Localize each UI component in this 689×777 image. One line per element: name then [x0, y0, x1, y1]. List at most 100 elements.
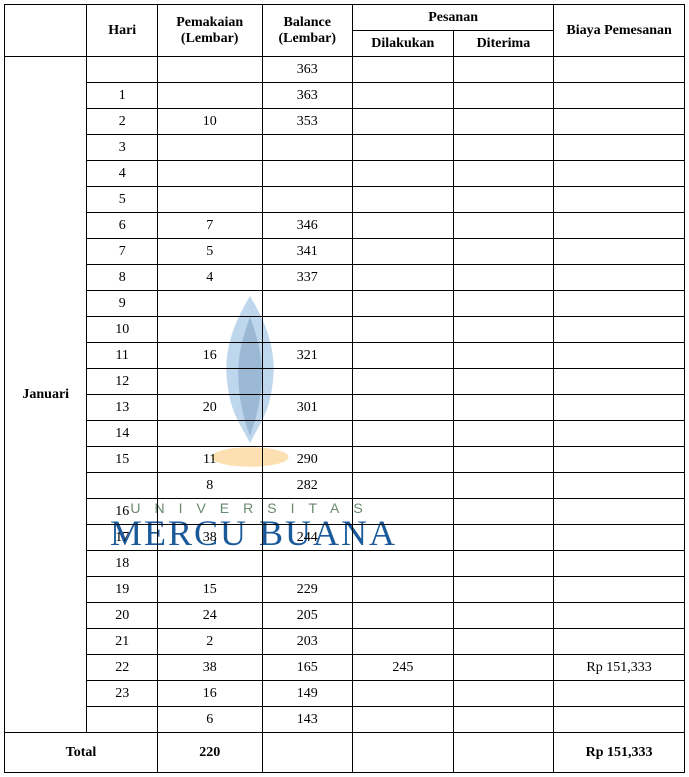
cell-hari: 1 — [87, 83, 157, 109]
cell-biaya — [554, 109, 685, 135]
cell-dilakukan — [353, 707, 454, 733]
cell-pemakaian: 2 — [157, 629, 262, 655]
cell-biaya — [554, 83, 685, 109]
cell-hari: 11 — [87, 343, 157, 369]
cell-pemakaian — [157, 421, 262, 447]
header-biaya: Biaya Pemesanan — [554, 5, 685, 57]
cell-dilakukan — [353, 213, 454, 239]
cell-dilakukan — [353, 395, 454, 421]
cell-biaya — [554, 369, 685, 395]
cell-pemakaian — [157, 135, 262, 161]
cell-hari: 16 — [87, 499, 157, 525]
cell-biaya — [554, 265, 685, 291]
cell-pemakaian: 10 — [157, 109, 262, 135]
cell-hari: 5 — [87, 187, 157, 213]
table-row: 3 — [5, 135, 685, 161]
cell-biaya — [554, 499, 685, 525]
cell-dilakukan — [353, 109, 454, 135]
cell-dilakukan — [353, 421, 454, 447]
cell-dilakukan — [353, 681, 454, 707]
cell-balance: 229 — [262, 577, 353, 603]
cell-pemakaian: 38 — [157, 655, 262, 681]
cell-diterima — [453, 317, 554, 343]
cell-balance: 244 — [262, 525, 353, 551]
cell-balance — [262, 499, 353, 525]
cell-diterima — [453, 603, 554, 629]
cell-diterima — [453, 291, 554, 317]
total-balance — [262, 733, 353, 773]
table-row: 14 — [5, 421, 685, 447]
header-row-1: Hari Pemakaian (Lembar) Balance (Lembar)… — [5, 5, 685, 31]
table-row: 18 — [5, 551, 685, 577]
cell-dilakukan — [353, 187, 454, 213]
cell-balance — [262, 187, 353, 213]
cell-diterima — [453, 655, 554, 681]
cell-diterima — [453, 577, 554, 603]
cell-dilakukan — [353, 343, 454, 369]
cell-biaya — [554, 57, 685, 83]
table-row: 210353 — [5, 109, 685, 135]
cell-balance — [262, 135, 353, 161]
cell-dilakukan — [353, 525, 454, 551]
cell-biaya — [554, 603, 685, 629]
cell-balance: 282 — [262, 473, 353, 499]
cell-pemakaian: 11 — [157, 447, 262, 473]
cell-biaya — [554, 239, 685, 265]
table-row: 84337 — [5, 265, 685, 291]
cell-pemakaian — [157, 499, 262, 525]
table-row: 1116321 — [5, 343, 685, 369]
cell-balance: 321 — [262, 343, 353, 369]
cell-hari — [87, 57, 157, 83]
table-row: 2316149 — [5, 681, 685, 707]
cell-hari: 17 — [87, 525, 157, 551]
cell-biaya — [554, 317, 685, 343]
cell-pemakaian — [157, 187, 262, 213]
table-row: 212203 — [5, 629, 685, 655]
cell-pemakaian — [157, 83, 262, 109]
cell-diterima — [453, 213, 554, 239]
cell-pemakaian: 6 — [157, 707, 262, 733]
cell-diterima — [453, 447, 554, 473]
cell-biaya — [554, 473, 685, 499]
cell-dilakukan — [353, 239, 454, 265]
cell-pemakaian: 7 — [157, 213, 262, 239]
total-row: Total220Rp 151,333 — [5, 733, 685, 773]
cell-biaya — [554, 525, 685, 551]
cell-hari: 15 — [87, 447, 157, 473]
table-row: 5 — [5, 187, 685, 213]
cell-diterima — [453, 265, 554, 291]
table-row: 4 — [5, 161, 685, 187]
cell-hari: 8 — [87, 265, 157, 291]
cell-hari: 19 — [87, 577, 157, 603]
cell-hari: 6 — [87, 213, 157, 239]
cell-dilakukan — [353, 135, 454, 161]
cell-diterima — [453, 161, 554, 187]
cell-pemakaian — [157, 291, 262, 317]
cell-diterima — [453, 473, 554, 499]
table-row: 1738244 — [5, 525, 685, 551]
table-row: 1363 — [5, 83, 685, 109]
cell-balance: 353 — [262, 109, 353, 135]
cell-diterima — [453, 109, 554, 135]
cell-hari: 20 — [87, 603, 157, 629]
cell-balance — [262, 551, 353, 577]
cell-diterima — [453, 369, 554, 395]
cell-pemakaian: 20 — [157, 395, 262, 421]
table-row: 2238165245Rp 151,333 — [5, 655, 685, 681]
cell-dilakukan — [353, 83, 454, 109]
cell-biaya — [554, 395, 685, 421]
cell-biaya — [554, 577, 685, 603]
table-row: 67346 — [5, 213, 685, 239]
cell-hari: 23 — [87, 681, 157, 707]
table-row: 1320301 — [5, 395, 685, 421]
cell-biaya — [554, 213, 685, 239]
cell-dilakukan — [353, 447, 454, 473]
cell-diterima — [453, 629, 554, 655]
cell-dilakukan — [353, 551, 454, 577]
table-row: 8282 — [5, 473, 685, 499]
cell-hari: 21 — [87, 629, 157, 655]
cell-diterima — [453, 499, 554, 525]
cell-balance: 205 — [262, 603, 353, 629]
cell-balance: 290 — [262, 447, 353, 473]
cell-pemakaian: 4 — [157, 265, 262, 291]
